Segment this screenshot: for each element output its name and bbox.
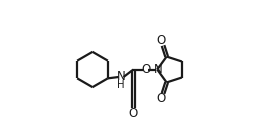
Text: H: H: [117, 80, 125, 90]
Text: O: O: [141, 63, 150, 76]
Text: O: O: [157, 34, 166, 47]
Text: O: O: [129, 107, 138, 120]
Text: N: N: [153, 63, 162, 76]
Text: O: O: [157, 92, 166, 105]
Text: N: N: [117, 70, 126, 84]
